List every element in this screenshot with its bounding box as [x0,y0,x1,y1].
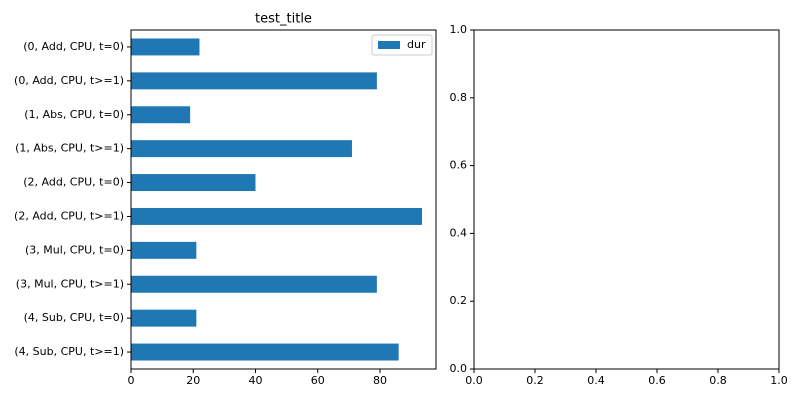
x-tick-label: 1.0 [770,374,788,387]
bar [131,275,377,293]
y-tick-label: (4, Sub, CPU, t>=1) [14,345,124,358]
y-tick-label: 0.6 [450,159,468,172]
axes-frame [473,29,780,370]
bar [131,241,197,259]
y-tick-label: (3, Mul, CPU, t>=1) [16,277,124,290]
bar [131,38,200,56]
x-tick-label: 0 [128,374,135,387]
bar [131,140,352,158]
x-tick-label: 0.2 [526,374,544,387]
y-tick-label: (1, Abs, CPU, t=0) [24,108,124,121]
y-tick-label: (0, Add, CPU, t=0) [23,40,124,53]
chart-title: test_title [255,12,312,27]
x-tick-label: 0.4 [587,374,605,387]
y-tick-label: 0.2 [450,294,468,307]
y-tick-label: 0.4 [450,226,468,239]
y-tick-label: (1, Abs, CPU, t>=1) [15,142,124,155]
bar [131,106,191,124]
x-tick-label: 80 [373,374,387,387]
legend-box [371,34,433,56]
legend-label: dur [407,38,426,51]
bar [131,72,377,90]
x-tick-label: 60 [311,374,325,387]
x-tick-label: 0.6 [648,374,666,387]
y-tick-label: 0.8 [450,91,468,104]
x-tick-label: 20 [186,374,200,387]
y-tick-label: (2, Add, CPU, t=0) [23,176,124,189]
bar [131,309,197,327]
y-tick-label: (4, Sub, CPU, t=0) [24,311,124,324]
bar [131,207,422,225]
x-tick-label: 40 [248,374,262,387]
y-tick-label: 0.0 [450,362,468,375]
x-tick-label: 0.0 [465,374,483,387]
y-tick-label: 1.0 [450,23,468,36]
axes-frame [130,29,437,370]
x-tick-label: 0.8 [709,374,727,387]
y-tick-label: (2, Add, CPU, t>=1) [14,209,124,222]
bar [131,174,256,192]
y-tick-label: (0, Add, CPU, t>=1) [14,74,124,87]
y-tick-label: (3, Mul, CPU, t=0) [25,243,124,256]
legend-swatch [378,41,400,49]
bar [131,343,399,361]
